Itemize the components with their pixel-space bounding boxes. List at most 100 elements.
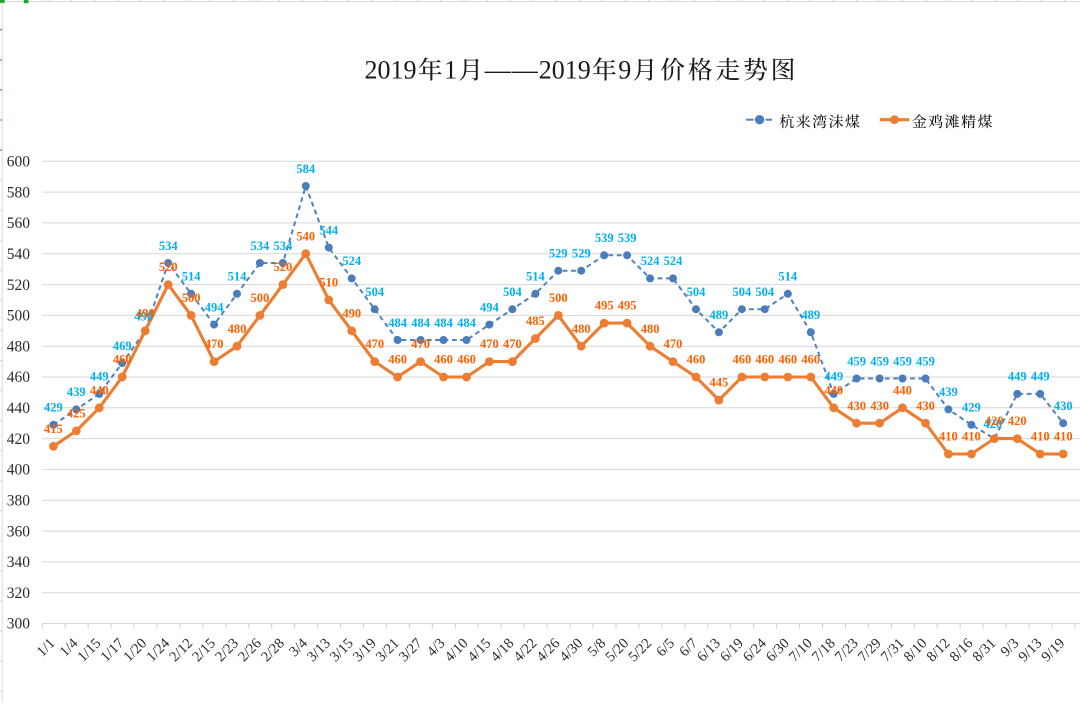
svg-text:460: 460 (113, 353, 132, 367)
svg-text:470: 470 (664, 337, 683, 351)
svg-text:539: 539 (618, 231, 637, 245)
svg-text:504: 504 (755, 285, 775, 299)
svg-text:484: 484 (457, 316, 477, 330)
svg-text:360: 360 (7, 523, 31, 540)
svg-text:440: 440 (90, 383, 109, 397)
svg-text:415: 415 (44, 422, 63, 436)
svg-text:1: 1 (444, 56, 457, 85)
svg-text:459: 459 (870, 354, 889, 368)
svg-text:420: 420 (983, 417, 1002, 431)
svg-text:430: 430 (847, 399, 866, 413)
svg-text:514: 514 (228, 270, 248, 284)
svg-text:580: 580 (7, 184, 31, 201)
svg-text:460: 460 (687, 353, 706, 367)
svg-text:484: 484 (434, 316, 454, 330)
svg-text:514: 514 (182, 270, 202, 284)
svg-text:520: 520 (7, 277, 31, 294)
svg-text:460: 460 (801, 353, 820, 367)
svg-text:480: 480 (641, 322, 660, 336)
svg-text:460: 460 (755, 353, 774, 367)
svg-text:430: 430 (1054, 399, 1073, 413)
svg-text:534: 534 (251, 239, 271, 253)
svg-text:469: 469 (113, 339, 132, 353)
svg-text:2019: 2019 (365, 56, 417, 85)
svg-text:410: 410 (1054, 430, 1073, 444)
svg-text:504: 504 (503, 285, 523, 299)
svg-text:540: 540 (7, 246, 31, 263)
svg-text:410: 410 (962, 430, 981, 444)
svg-text:459: 459 (847, 354, 866, 368)
svg-text:544: 544 (319, 223, 339, 237)
svg-text:440: 440 (824, 383, 843, 397)
svg-text:539: 539 (595, 231, 614, 245)
svg-text:439: 439 (67, 385, 86, 399)
svg-text:410: 410 (939, 430, 958, 444)
svg-text:429: 429 (962, 401, 981, 415)
svg-text:460: 460 (7, 369, 31, 386)
svg-text:470: 470 (411, 337, 430, 351)
svg-text:470: 470 (503, 337, 522, 351)
svg-text:524: 524 (342, 254, 362, 268)
svg-text:500: 500 (549, 291, 568, 305)
svg-text:529: 529 (572, 247, 591, 261)
svg-text:490: 490 (134, 309, 153, 323)
svg-text:514: 514 (778, 270, 798, 284)
svg-text:420: 420 (1008, 414, 1027, 428)
svg-text:449: 449 (1031, 370, 1050, 384)
svg-text:430: 430 (870, 399, 889, 413)
svg-text:489: 489 (801, 308, 820, 322)
svg-text:500: 500 (251, 291, 270, 305)
svg-text:429: 429 (44, 401, 63, 415)
svg-text:445: 445 (710, 376, 729, 390)
svg-text:520: 520 (159, 260, 178, 274)
svg-text:520: 520 (274, 260, 293, 274)
svg-text:524: 524 (641, 254, 661, 268)
svg-text:459: 459 (893, 354, 912, 368)
svg-text:504: 504 (733, 285, 753, 299)
svg-text:600: 600 (7, 154, 31, 171)
svg-text:460: 460 (733, 353, 752, 367)
svg-text:380: 380 (7, 493, 31, 510)
svg-text:9: 9 (618, 56, 631, 85)
svg-text:524: 524 (664, 254, 684, 268)
svg-text:560: 560 (7, 215, 31, 232)
svg-text:449: 449 (1008, 370, 1027, 384)
svg-text:490: 490 (342, 306, 361, 320)
svg-text:2019: 2019 (539, 56, 591, 85)
svg-text:470: 470 (365, 337, 384, 351)
svg-text:320: 320 (7, 585, 31, 602)
svg-text:504: 504 (365, 285, 385, 299)
svg-text:410: 410 (1031, 430, 1050, 444)
svg-text:500: 500 (182, 291, 201, 305)
svg-text:420: 420 (985, 414, 1004, 428)
svg-text:459: 459 (916, 354, 935, 368)
svg-text:500: 500 (7, 308, 31, 325)
svg-text:460: 460 (388, 353, 407, 367)
svg-text:470: 470 (480, 337, 499, 351)
svg-text:300: 300 (7, 616, 31, 633)
svg-text:——: —— (484, 56, 539, 85)
svg-text:490: 490 (136, 306, 155, 320)
svg-text:440: 440 (893, 383, 912, 397)
svg-text:449: 449 (824, 370, 843, 384)
svg-text:400: 400 (7, 462, 31, 479)
svg-text:480: 480 (572, 322, 591, 336)
svg-text:494: 494 (205, 300, 225, 314)
svg-text:484: 484 (388, 316, 408, 330)
svg-text:510: 510 (319, 276, 338, 290)
svg-text:420: 420 (7, 431, 31, 448)
svg-text:489: 489 (710, 308, 729, 322)
svg-text:460: 460 (434, 353, 453, 367)
svg-text:470: 470 (205, 337, 224, 351)
svg-text:485: 485 (526, 314, 545, 328)
svg-text:504: 504 (687, 285, 707, 299)
svg-text:425: 425 (67, 407, 86, 421)
svg-text:529: 529 (549, 247, 568, 261)
svg-text:439: 439 (939, 385, 958, 399)
svg-text:534: 534 (159, 239, 179, 253)
svg-text:460: 460 (457, 353, 476, 367)
svg-text:534: 534 (274, 239, 294, 253)
svg-text:460: 460 (778, 353, 797, 367)
svg-text:484: 484 (411, 316, 431, 330)
svg-text:449: 449 (90, 370, 109, 384)
